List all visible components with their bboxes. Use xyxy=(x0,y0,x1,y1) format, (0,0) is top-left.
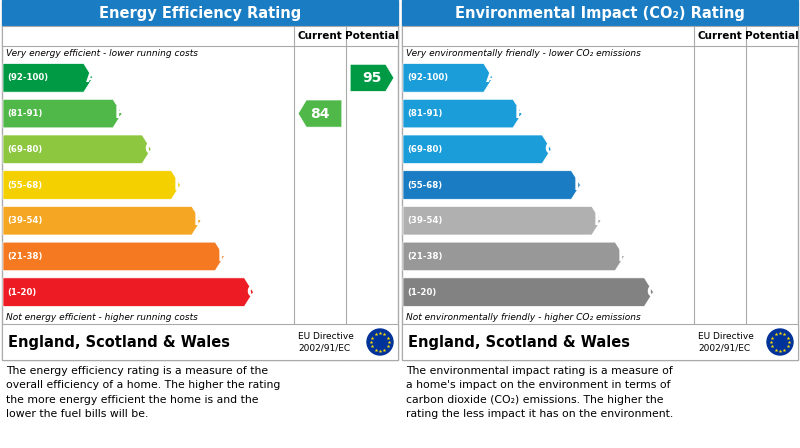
Text: Very energy efficient - lower running costs: Very energy efficient - lower running co… xyxy=(6,48,198,57)
Text: F: F xyxy=(617,249,627,264)
Text: B: B xyxy=(115,106,126,121)
Polygon shape xyxy=(3,278,254,306)
Text: (55-68): (55-68) xyxy=(7,181,42,190)
Text: The energy efficiency rating is a measure of the
overall efficiency of a home. T: The energy efficiency rating is a measur… xyxy=(6,366,280,419)
Polygon shape xyxy=(3,64,93,92)
Text: EU Directive
2002/91/EC: EU Directive 2002/91/EC xyxy=(298,332,354,353)
Text: 95: 95 xyxy=(362,71,382,85)
Text: Environmental Impact (CO₂) Rating: Environmental Impact (CO₂) Rating xyxy=(455,5,745,21)
Circle shape xyxy=(767,329,793,355)
Text: D: D xyxy=(174,177,186,193)
Text: Very environmentally friendly - lower CO₂ emissions: Very environmentally friendly - lower CO… xyxy=(406,48,641,57)
Text: B: B xyxy=(515,106,526,121)
Text: (1-20): (1-20) xyxy=(7,288,36,297)
Polygon shape xyxy=(3,135,151,164)
Text: (69-80): (69-80) xyxy=(407,145,442,154)
Text: England, Scotland & Wales: England, Scotland & Wales xyxy=(8,335,230,349)
Bar xyxy=(2,0,398,26)
Polygon shape xyxy=(3,207,201,235)
Polygon shape xyxy=(3,242,224,271)
Polygon shape xyxy=(403,278,654,306)
Bar xyxy=(402,26,798,46)
Polygon shape xyxy=(298,100,342,127)
Text: (21-38): (21-38) xyxy=(7,252,42,261)
Text: D: D xyxy=(574,177,586,193)
Text: E: E xyxy=(194,213,204,228)
Text: (1-20): (1-20) xyxy=(407,288,436,297)
Bar xyxy=(2,0,398,360)
Text: G: G xyxy=(646,284,659,300)
Text: EU Directive
2002/91/EC: EU Directive 2002/91/EC xyxy=(698,332,754,353)
Text: (39-54): (39-54) xyxy=(407,216,442,225)
Text: G: G xyxy=(246,284,259,300)
Text: Energy Efficiency Rating: Energy Efficiency Rating xyxy=(99,5,301,21)
Text: A: A xyxy=(486,70,498,86)
Polygon shape xyxy=(403,171,580,199)
Text: Potential: Potential xyxy=(745,31,799,41)
Text: The environmental impact rating is a measure of
a home's impact on the environme: The environmental impact rating is a mea… xyxy=(406,366,674,419)
Bar xyxy=(402,0,798,26)
Text: (39-54): (39-54) xyxy=(7,216,42,225)
Text: C: C xyxy=(144,142,155,157)
Polygon shape xyxy=(3,99,122,128)
Polygon shape xyxy=(350,64,394,91)
Polygon shape xyxy=(403,242,624,271)
Text: (69-80): (69-80) xyxy=(7,145,42,154)
Text: E: E xyxy=(594,213,604,228)
Text: (21-38): (21-38) xyxy=(407,252,442,261)
Polygon shape xyxy=(403,64,493,92)
Text: England, Scotland & Wales: England, Scotland & Wales xyxy=(408,335,630,349)
Text: (55-68): (55-68) xyxy=(407,181,442,190)
Text: Current: Current xyxy=(298,31,342,41)
Bar xyxy=(402,0,798,360)
Bar xyxy=(2,26,398,46)
Text: (92-100): (92-100) xyxy=(7,73,48,82)
Text: Not environmentally friendly - higher CO₂ emissions: Not environmentally friendly - higher CO… xyxy=(406,313,641,322)
Text: (81-91): (81-91) xyxy=(7,109,42,118)
Polygon shape xyxy=(403,207,601,235)
Text: (92-100): (92-100) xyxy=(407,73,448,82)
Text: 84: 84 xyxy=(310,107,330,121)
Polygon shape xyxy=(403,135,551,164)
Text: (81-91): (81-91) xyxy=(407,109,442,118)
Polygon shape xyxy=(3,171,180,199)
Text: F: F xyxy=(217,249,227,264)
Text: Potential: Potential xyxy=(345,31,399,41)
Text: C: C xyxy=(544,142,555,157)
Polygon shape xyxy=(403,99,522,128)
Bar xyxy=(2,324,398,360)
Text: A: A xyxy=(86,70,98,86)
Bar xyxy=(402,324,798,360)
Text: Not energy efficient - higher running costs: Not energy efficient - higher running co… xyxy=(6,313,198,322)
Text: Current: Current xyxy=(698,31,742,41)
Circle shape xyxy=(367,329,393,355)
